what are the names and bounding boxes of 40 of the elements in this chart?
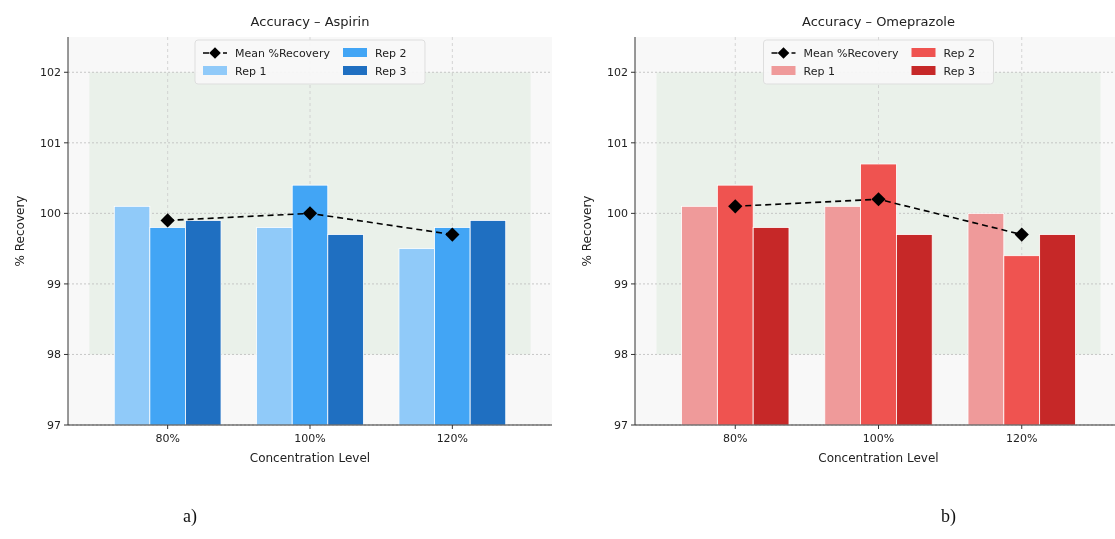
legend-label: Rep 3 — [375, 64, 407, 78]
y-tick-label: 99 — [47, 277, 61, 291]
y-tick-label: 100 — [40, 207, 61, 221]
x-tick-label: 100% — [862, 432, 895, 445]
legend-label: Mean %Recovery — [235, 46, 331, 60]
y-axis-title: % Recovery — [13, 195, 27, 267]
legend-label: Mean %Recovery — [803, 46, 899, 60]
y-tick-label: 99 — [614, 277, 628, 291]
y-tick-label: 98 — [614, 348, 628, 362]
y-tick-label: 101 — [40, 136, 61, 150]
y-tick-label: 100 — [607, 207, 628, 221]
legend-label: Rep 3 — [943, 64, 975, 78]
legend-label: Rep 1 — [803, 64, 835, 78]
x-axis-title: Concentration Level — [818, 451, 939, 465]
y-tick-label: 97 — [47, 418, 61, 432]
legend-label: Rep 2 — [943, 46, 975, 60]
x-axis-title: Concentration Level — [249, 451, 371, 465]
chart-title: Accuracy – Aspirin — [250, 14, 370, 29]
x-tick-label: 80% — [723, 432, 748, 445]
point — [302, 206, 318, 221]
point — [1014, 227, 1029, 242]
chart-title: Accuracy – Omeprazole — [802, 14, 955, 29]
x-tick-label: 80% — [155, 432, 180, 445]
x-tick-label: 120% — [436, 432, 469, 445]
point — [445, 227, 460, 242]
y-tick-label: 102 — [607, 66, 628, 80]
x-tick-label: 120% — [1006, 432, 1038, 445]
text: b) — [941, 506, 956, 527]
legend-label: Rep 2 — [375, 46, 407, 60]
point — [728, 199, 743, 214]
y-tick-label: 102 — [40, 66, 61, 80]
x-tick-label: 100% — [294, 432, 326, 445]
y-tick-label: 101 — [607, 136, 628, 150]
text: a) — [183, 506, 197, 527]
point — [160, 213, 175, 228]
legend-label: Rep 1 — [235, 64, 267, 78]
y-tick-label: 97 — [614, 418, 628, 432]
y-axis-title: % Recovery — [580, 195, 594, 267]
y-tick-label: 98 — [47, 348, 61, 362]
point — [871, 192, 886, 207]
